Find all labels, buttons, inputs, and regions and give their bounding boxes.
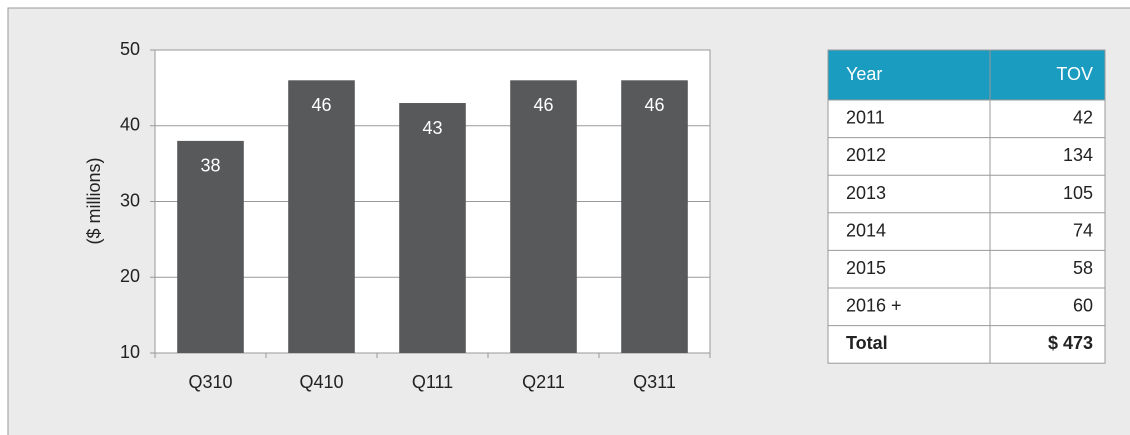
table-cell: 2016 +	[846, 296, 902, 316]
table-cell: 105	[1063, 183, 1093, 203]
table-cell: 60	[1073, 296, 1093, 316]
table-cell: Total	[846, 333, 888, 353]
y-tick-label: 50	[120, 39, 140, 59]
y-tick-label: 10	[120, 342, 140, 362]
x-tick-label: Q211	[522, 372, 565, 392]
table-cell: 2012	[846, 145, 886, 165]
data-label: 46	[533, 95, 553, 115]
header-cell: Year	[846, 64, 882, 84]
table-cell: 2015	[846, 258, 886, 278]
y-tick-label: 40	[120, 115, 140, 135]
data-label: 46	[644, 95, 664, 115]
bar	[288, 80, 355, 354]
table-header	[827, 49, 1106, 101]
x-tick-label: Q410	[299, 372, 343, 392]
data-label: 43	[422, 118, 442, 138]
y-tick-label: 30	[120, 190, 140, 210]
x-tick-label: Q111	[412, 372, 453, 392]
header-cell: TOV	[1056, 64, 1093, 84]
y-tick-label: 20	[120, 266, 140, 286]
bar	[621, 80, 688, 354]
table-cell: 74	[1073, 220, 1093, 240]
x-tick-label: Q311	[633, 372, 676, 392]
table-cell: 58	[1073, 258, 1093, 278]
table-cell: 2013	[846, 183, 886, 203]
y-axis-label: ($ millions)	[84, 157, 104, 244]
bar	[399, 103, 466, 354]
table-cell: 42	[1073, 108, 1093, 128]
data-label: 38	[200, 156, 220, 176]
table-cell: 2011	[846, 108, 885, 128]
table-cell: $ 473	[1048, 333, 1093, 353]
x-tick-label: Q310	[188, 372, 232, 392]
table-body	[827, 49, 1106, 364]
table-cell: 2014	[846, 220, 886, 240]
bar	[510, 80, 577, 354]
bar	[177, 140, 244, 353]
data-label: 46	[311, 95, 331, 115]
table-cell: 134	[1063, 145, 1093, 165]
